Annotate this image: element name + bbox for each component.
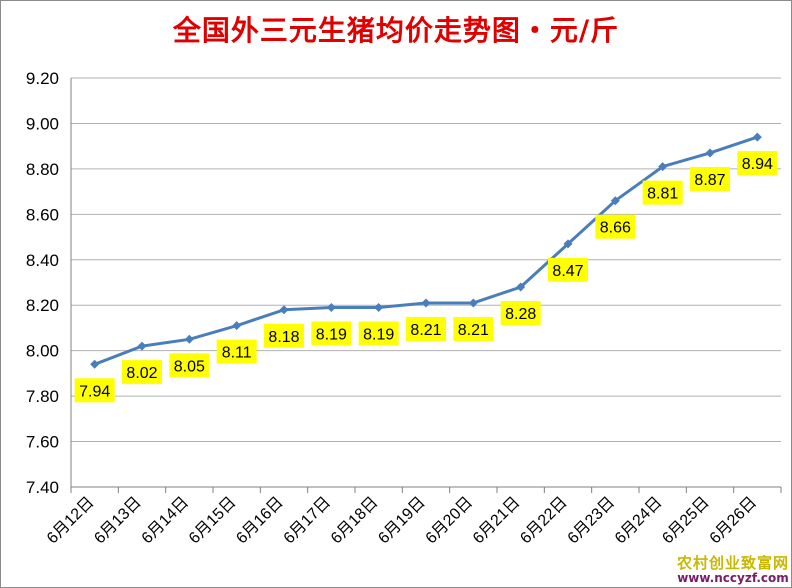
data-point-marker — [516, 282, 526, 292]
data-label: 8.18 — [268, 329, 299, 346]
data-point-marker — [468, 298, 478, 308]
data-point-marker — [279, 305, 289, 315]
data-label: 8.19 — [363, 326, 394, 343]
data-label: 8.87 — [694, 172, 725, 189]
data-label-box — [548, 257, 588, 282]
x-tick-label: 6月13日 — [91, 494, 145, 548]
data-label-box — [500, 301, 541, 326]
data-label-box — [264, 323, 304, 348]
x-tick-label: 6月23日 — [565, 494, 619, 548]
x-tick-label: 6月17日 — [281, 494, 335, 548]
data-point-marker — [658, 162, 668, 172]
data-label-box — [690, 166, 730, 191]
data-label-box — [311, 321, 352, 346]
data-label-box — [406, 316, 446, 341]
x-tick-label: 6月12日 — [44, 494, 98, 548]
data-point-marker — [137, 341, 147, 351]
data-label: 8.05 — [174, 358, 205, 375]
data-label: 8.11 — [222, 345, 252, 362]
data-label: 8.28 — [505, 306, 536, 323]
x-tick-label: 6月15日 — [186, 494, 240, 548]
chart-title: 全国外三元生猪均价走势图・元/斤 — [172, 14, 620, 47]
y-tick-label: 8.20 — [26, 296, 59, 315]
data-label: 8.21 — [458, 322, 489, 339]
data-label: 7.94 — [79, 383, 110, 400]
data-label-box — [169, 353, 210, 378]
data-point-marker — [752, 132, 762, 142]
x-tick-label: 6月19日 — [375, 494, 429, 548]
y-tick-label: 7.80 — [26, 387, 59, 406]
data-label-box — [642, 180, 683, 205]
data-label: 8.19 — [316, 326, 347, 343]
y-tick-label: 9.20 — [26, 69, 59, 88]
data-point-marker — [232, 321, 242, 331]
data-point-marker — [563, 239, 573, 249]
data-label: 8.66 — [600, 220, 631, 237]
y-tick-label: 8.40 — [26, 251, 59, 270]
y-tick-label: 7.60 — [26, 433, 59, 452]
data-label-box — [74, 378, 115, 403]
y-tick-label: 7.40 — [26, 478, 59, 497]
data-point-marker — [421, 298, 431, 308]
x-tick-label: 6月18日 — [328, 494, 382, 548]
x-tick-label: 6月16日 — [233, 494, 287, 548]
x-tick-label: 6月25日 — [659, 494, 713, 548]
data-point-marker — [184, 334, 194, 344]
data-label: 8.47 — [552, 263, 583, 280]
data-point-marker — [326, 302, 336, 312]
data-label: 8.02 — [126, 365, 157, 382]
x-tick-label: 6月22日 — [517, 494, 571, 548]
x-tick-label: 6月26日 — [707, 494, 761, 548]
data-point-marker — [610, 196, 620, 206]
x-tick-label: 6月24日 — [612, 494, 666, 548]
data-label: 8.81 — [647, 186, 678, 203]
data-label-box — [358, 321, 399, 346]
data-label-box — [122, 360, 162, 385]
watermark-url: www.nccyzf.com — [677, 570, 789, 585]
data-label-box — [453, 316, 494, 341]
data-point-marker — [705, 148, 715, 158]
data-label: 8.94 — [742, 156, 773, 173]
x-tick-label: 6月14日 — [139, 494, 193, 548]
x-tick-label: 6月20日 — [423, 494, 477, 548]
data-label-box — [216, 339, 257, 364]
y-tick-label: 8.80 — [26, 160, 59, 179]
x-tick-label: 6月21日 — [470, 494, 524, 548]
y-tick-label: 9.00 — [26, 114, 59, 133]
data-label-box — [737, 151, 778, 176]
watermark-name: 农村创业致富网 — [676, 554, 789, 573]
data-label: 8.21 — [410, 322, 441, 339]
data-point-marker — [374, 302, 384, 312]
y-tick-label: 8.60 — [26, 205, 59, 224]
data-label-box — [595, 214, 636, 239]
y-tick-label: 8.00 — [26, 342, 59, 361]
watermark: 农村创业致富网 www.nccyzf.com — [677, 555, 789, 585]
data-point-marker — [90, 359, 100, 369]
